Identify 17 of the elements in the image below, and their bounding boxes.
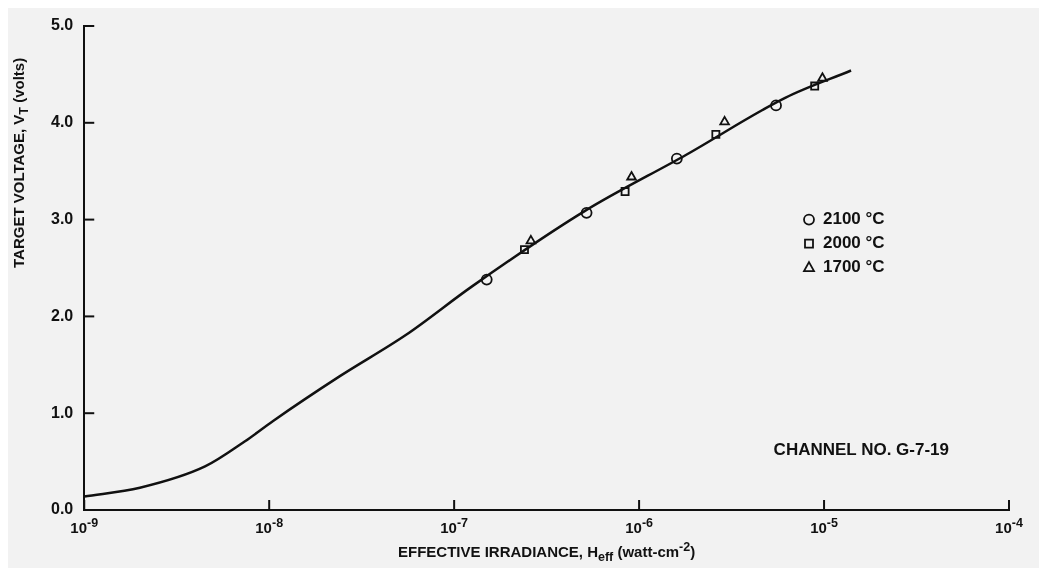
- x-tick-label: 10$^{-8}$: [255, 516, 284, 536]
- y-tick-label: 5.0: [50, 16, 74, 34]
- y-tick-label: 3.0: [50, 210, 74, 228]
- x-tick-label: 10$^{-6}$: [625, 516, 653, 536]
- y-tick-label: 4.0: [50, 113, 74, 131]
- y-tick-label: 0.0: [50, 500, 74, 518]
- x-tick-label: 10$^{-9}$: [70, 516, 99, 536]
- y-tick-label: 2.0: [50, 306, 74, 324]
- annotation: CHANNEL NO. G-7-19: [773, 439, 949, 459]
- x-tick-label: 10$^{-7}$: [440, 516, 469, 536]
- y-tick-label: 1.0: [50, 403, 74, 421]
- x-tick-label: 10$^{-4}$: [995, 516, 1023, 536]
- legend-label: 2100 °C: [823, 209, 885, 229]
- x-axis-title: EFFECTIVE IRRADIANCE, H$_{eff}$ (watt-cm$^{-2}$): [397, 540, 696, 564]
- legend-label: 1700 °C: [823, 257, 885, 277]
- x-tick-label: 10$^{-5}$: [810, 516, 838, 536]
- legend-label: 2000 °C: [823, 233, 885, 253]
